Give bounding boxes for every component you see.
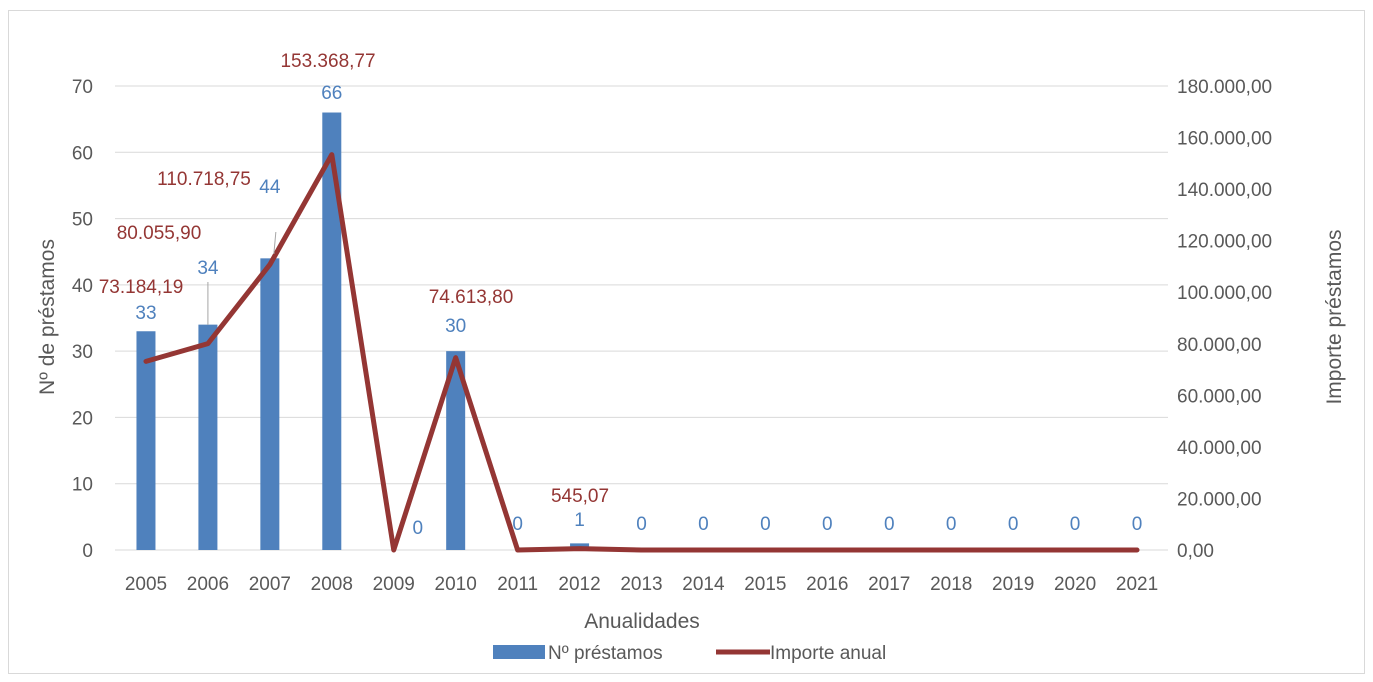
x-tick-label: 2021 <box>1116 574 1158 595</box>
y2-tick-label: 180.000,00 <box>1177 77 1272 98</box>
y2-tick-label: 40.000,00 <box>1177 438 1262 459</box>
line-data-label: 153.368,77 <box>280 51 375 72</box>
bar-data-label: 66 <box>321 83 342 104</box>
legend-swatch-bars <box>493 645 545 659</box>
y2-tick-label: 20.000,00 <box>1177 489 1262 510</box>
bar-data-label: 0 <box>698 514 709 535</box>
y-tick-label: 30 <box>72 342 93 363</box>
x-tick-label: 2012 <box>558 574 600 595</box>
x-tick-label: 2015 <box>744 574 786 595</box>
left-axis-ticks: 0 10 20 30 40 50 60 70 <box>72 77 93 562</box>
legend-label-bars: Nº préstamos <box>548 643 663 664</box>
right-axis-ticks: 0,00 20.000,00 40.000,00 60.000,00 80.000,00… <box>1177 77 1272 562</box>
legend-label-line: Importe anual <box>770 643 886 664</box>
y-tick-label: 60 <box>72 143 93 164</box>
bar-data-label: 0 <box>822 514 833 535</box>
x-tick-label: 2013 <box>620 574 662 595</box>
y-tick-label: 70 <box>72 77 93 98</box>
x-axis-ticks: 2005 2006 2007 2008 2009 2010 2011 2012 2013 2014… <box>125 574 1158 595</box>
bar-data-label: 1 <box>574 510 585 531</box>
bar-data-label: 44 <box>259 177 281 198</box>
bar-data-label: 0 <box>1008 514 1019 535</box>
x-tick-label: 2010 <box>435 574 477 595</box>
x-tick-label: 2017 <box>868 574 910 595</box>
x-tick-label: 2011 <box>497 574 538 595</box>
bar <box>446 351 466 550</box>
line-series <box>143 152 1140 553</box>
x-axis-title: Anualidades <box>584 610 700 633</box>
bar-data-label: 0 <box>412 518 423 539</box>
line-data-label: 80.055,90 <box>117 223 202 244</box>
y2-axis-title: Importe préstamos <box>1323 229 1346 404</box>
bar <box>198 324 218 550</box>
x-tick-label: 2014 <box>682 574 725 595</box>
bar-data-label: 0 <box>760 514 771 535</box>
x-tick-label: 2006 <box>187 574 229 595</box>
line-data-label: 73.184,19 <box>99 277 184 298</box>
line-data-label: 545,07 <box>551 486 609 507</box>
y-tick-label: 40 <box>72 276 93 297</box>
x-tick-label: 2007 <box>249 574 291 595</box>
importe-line <box>143 152 1140 553</box>
bar-data-label: 30 <box>445 316 466 337</box>
y-tick-label: 0 <box>82 541 93 562</box>
bar-data-label: 34 <box>197 258 219 279</box>
y-axis-title: Nº de préstamos <box>36 239 59 395</box>
x-tick-label: 2019 <box>992 574 1034 595</box>
y2-tick-label: 140.000,00 <box>1177 180 1272 201</box>
bar-data-label: 0 <box>884 514 895 535</box>
bar-data-label: 0 <box>1070 514 1081 535</box>
bar-data-label: 0 <box>636 514 647 535</box>
bar-data-label: 0 <box>512 514 523 535</box>
bar-series <box>136 112 590 550</box>
y2-tick-label: 80.000,00 <box>1177 335 1262 356</box>
line-data-label: 74.613,80 <box>429 287 514 308</box>
y-tick-label: 10 <box>72 475 93 496</box>
bar-data-label: 0 <box>1132 514 1143 535</box>
y2-tick-label: 120.000,00 <box>1177 232 1272 253</box>
y2-tick-label: 0,00 <box>1177 541 1214 562</box>
y2-tick-label: 160.000,00 <box>1177 129 1272 150</box>
y-tick-label: 20 <box>72 408 93 429</box>
bar-data-label: 33 <box>135 303 156 324</box>
y2-tick-label: 100.000,00 <box>1177 283 1272 304</box>
data-labels: 33 34 44 66 0 30 0 1 0 0 0 0 0 0 0 0 0 73.184,19 80.055,90… <box>99 51 1143 539</box>
chart-frame <box>8 10 1365 674</box>
line-data-label: 110.718,75 <box>157 169 251 190</box>
x-tick-label: 2020 <box>1054 574 1096 595</box>
x-tick-label: 2005 <box>125 574 167 595</box>
bar-data-label: 0 <box>946 514 957 535</box>
leader-line <box>273 231 277 255</box>
x-tick-label: 2008 <box>311 574 353 595</box>
legend: Nº préstamos Importe anual <box>493 643 886 664</box>
bar <box>260 258 280 550</box>
y-tick-label: 50 <box>72 210 93 231</box>
y2-tick-label: 60.000,00 <box>1177 386 1262 407</box>
bar <box>322 112 342 550</box>
bar <box>136 331 156 550</box>
x-tick-label: 2009 <box>373 574 415 595</box>
x-tick-label: 2018 <box>930 574 972 595</box>
x-tick-label: 2016 <box>806 574 848 595</box>
